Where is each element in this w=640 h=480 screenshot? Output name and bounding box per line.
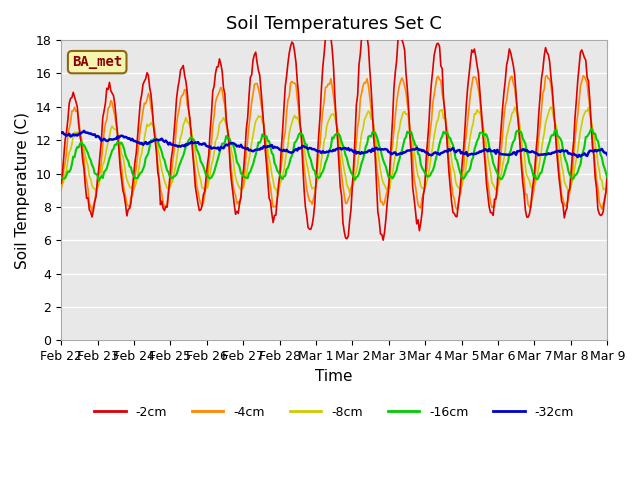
X-axis label: Time: Time xyxy=(316,369,353,384)
Y-axis label: Soil Temperature (C): Soil Temperature (C) xyxy=(15,112,30,269)
Title: Soil Temperatures Set C: Soil Temperatures Set C xyxy=(227,15,442,33)
Text: BA_met: BA_met xyxy=(72,55,122,69)
Legend: -2cm, -4cm, -8cm, -16cm, -32cm: -2cm, -4cm, -8cm, -16cm, -32cm xyxy=(90,401,579,424)
